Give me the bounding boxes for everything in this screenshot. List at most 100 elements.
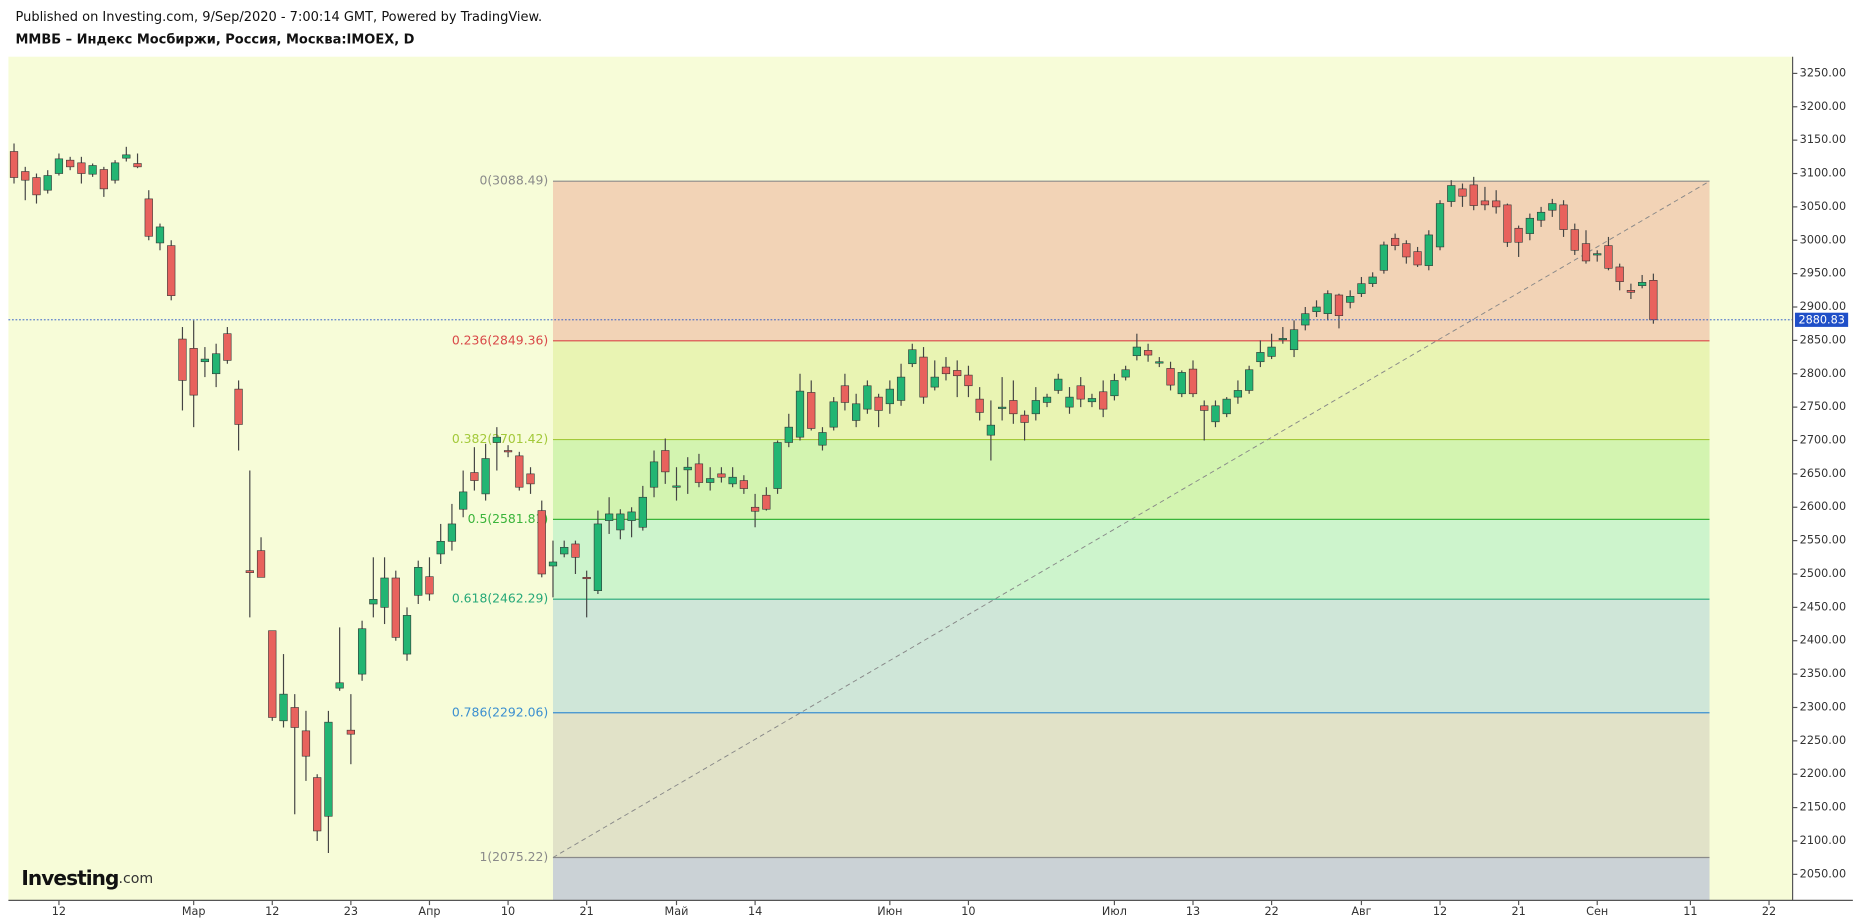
candle-body <box>885 388 894 405</box>
candle-body <box>1435 203 1445 248</box>
candle-body <box>1413 251 1422 266</box>
candle-body <box>616 513 625 531</box>
candle-body <box>1323 293 1332 314</box>
candle-body <box>447 523 457 542</box>
candle-body <box>896 376 906 401</box>
candle-body <box>1368 276 1377 284</box>
candle-body <box>649 461 659 488</box>
y-tick-label: 3100.00 <box>1800 167 1846 180</box>
logo: Investing.com <box>21 866 153 890</box>
x-tick-label: 13 <box>1186 905 1200 918</box>
candle-body <box>9 151 19 178</box>
candle-body <box>324 721 333 817</box>
fib-level-label: 0.618(2462.29) <box>452 591 548 606</box>
candle-body <box>717 473 726 478</box>
logo-suffix: .com <box>118 871 153 887</box>
candle-body <box>627 511 636 521</box>
candle-body <box>582 577 591 580</box>
candle-body <box>1480 200 1490 206</box>
y-tick-label: 3200.00 <box>1800 100 1846 113</box>
candle-body <box>1379 244 1389 271</box>
candle-body <box>638 496 647 528</box>
candle-body <box>1402 243 1411 258</box>
candle-body <box>43 175 52 191</box>
x-tick-label: 21 <box>580 905 594 918</box>
candle-body <box>21 171 30 181</box>
x-tick-label: Апр <box>418 905 440 918</box>
candle-body <box>1649 280 1658 321</box>
fib-level-label: 0(3088.49) <box>479 173 548 188</box>
symbol-title: ММВБ – Индекс Мосбиржи, Россия, Москва:I… <box>15 33 414 48</box>
fib-zone <box>552 181 1710 341</box>
candle-body <box>515 455 524 488</box>
candle-body <box>1514 227 1523 243</box>
candle-body <box>1278 338 1287 341</box>
candle-body <box>852 403 861 421</box>
x-tick-label: Авг <box>1351 905 1371 918</box>
candle-body <box>1458 188 1467 197</box>
candle-body <box>391 577 400 638</box>
candle-body <box>1503 204 1512 243</box>
last-price-tag <box>1794 312 1849 327</box>
candle-body <box>1615 266 1624 282</box>
candle-body <box>1525 217 1534 234</box>
last-price-label: 2880.83 <box>1799 313 1845 326</box>
candle-body <box>795 390 805 438</box>
candle-body <box>1121 369 1130 378</box>
fib-level-label: 1(2075.22) <box>479 849 548 864</box>
y-tick-label: 2700.00 <box>1800 433 1846 446</box>
candle-body <box>829 401 838 428</box>
candle-body <box>908 349 917 365</box>
candle-body <box>818 432 827 446</box>
candle-body <box>1638 282 1647 286</box>
candle-body <box>840 385 850 403</box>
candle-body <box>1570 229 1579 251</box>
candle-body <box>1099 391 1108 410</box>
candle-body <box>1301 313 1310 326</box>
y-tick-label: 2350.00 <box>1800 667 1846 680</box>
candle-body <box>571 543 580 558</box>
x-tick-label: 22 <box>1762 905 1776 918</box>
candle-body <box>1200 405 1209 411</box>
y-tick-label: 2200.00 <box>1800 767 1846 780</box>
candle-body <box>1132 346 1141 357</box>
x-tick-label: 11 <box>1683 905 1697 918</box>
candle-body <box>1312 306 1321 312</box>
fib-zone <box>552 599 1710 713</box>
y-tick-label: 2900.00 <box>1800 300 1846 313</box>
candle-body <box>290 707 299 728</box>
candle-body <box>930 376 939 388</box>
candle-body <box>99 169 108 190</box>
fib-zone <box>552 712 1710 858</box>
y-tick-label: 2850.00 <box>1800 333 1846 346</box>
candle-body <box>874 396 883 411</box>
x-tick-label: 12 <box>1433 905 1447 918</box>
candle-body <box>672 485 681 488</box>
x-tick-label: Сен <box>1586 905 1608 918</box>
candle-body <box>256 550 266 578</box>
logo-name: Investing <box>21 866 118 890</box>
y-tick-label: 2600.00 <box>1800 500 1846 513</box>
candle-body <box>1233 390 1243 398</box>
x-tick-label: 12 <box>265 905 279 918</box>
y-tick-label: 2500.00 <box>1800 567 1846 580</box>
y-tick-label: 2400.00 <box>1800 634 1846 647</box>
candle-body <box>1211 405 1220 423</box>
candle-body <box>178 338 187 381</box>
candle-body <box>526 473 535 485</box>
candle-body <box>560 546 569 555</box>
candle-body <box>122 154 131 159</box>
candle-body <box>425 576 434 595</box>
candle-body <box>1065 396 1074 408</box>
y-tick-label: 2800.00 <box>1800 367 1846 380</box>
candle-body <box>694 463 704 483</box>
fib-level-label: 0.786(2292.06) <box>452 704 548 719</box>
candle-body <box>762 494 771 510</box>
candle-body <box>1559 204 1568 230</box>
candle-body <box>503 450 513 453</box>
candle-body <box>1447 185 1456 202</box>
candle-body <box>1267 346 1276 357</box>
candle-body <box>537 510 546 575</box>
candle-body <box>313 777 322 832</box>
